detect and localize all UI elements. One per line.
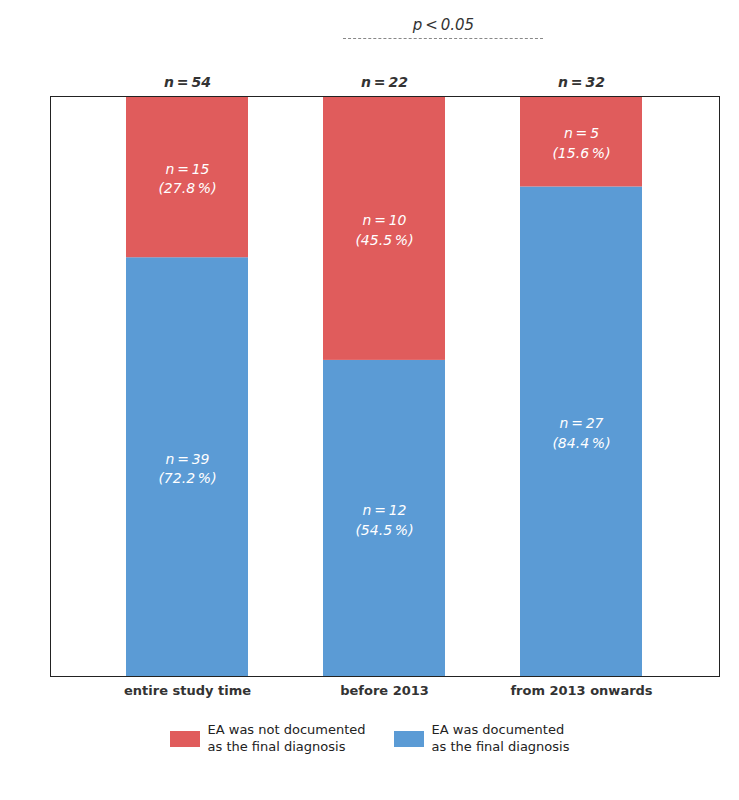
svg-text:n = 54: n = 54 [164,74,211,90]
svg-text:n = 22: n = 22 [361,74,408,90]
html-text:p < 0.05: p < 0.05 [412,16,475,34]
svg-text:entire study time: entire study time [124,683,251,698]
html-text:EA was not documented as the f: EA was not documented as the final diagn… [207,722,366,754]
svg-text:n = 10(45.5 %): n = 10(45.5 %) [355,212,413,248]
svg-text:before 2013: before 2013 [340,683,429,698]
svg-text:n = 15(27.8 %): n = 15(27.8 %) [158,161,216,197]
svg-text:from 2013 onwards: from 2013 onwards [510,683,652,698]
svg-text:n = 27(84.4 %): n = 27(84.4 %) [552,415,610,451]
svg-text:n = 5(15.6 %): n = 5(15.6 %) [552,125,610,161]
svg-text:n = 12(54.5 %): n = 12(54.5 %) [355,502,413,538]
html-text:EA was documented as the final: EA was documented as the final diagnosis [431,722,570,754]
svg-text:n = 32: n = 32 [558,74,605,90]
svg-text:n = 39(72.2 %): n = 39(72.2 %) [158,451,216,487]
